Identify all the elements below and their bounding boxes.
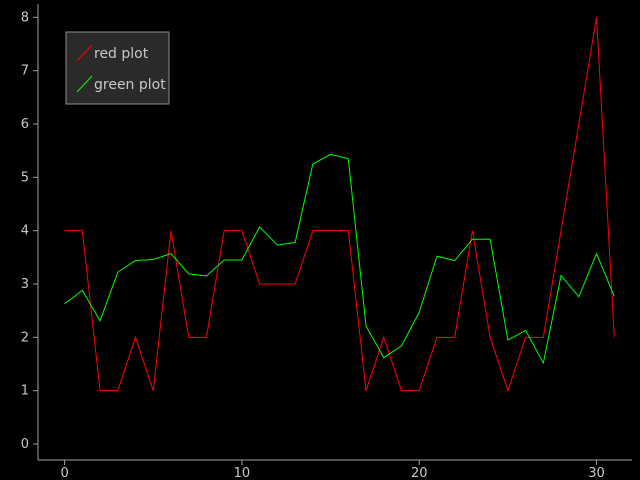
series-line-red-plot bbox=[64, 17, 615, 393]
y-tick-label: 6 bbox=[21, 117, 29, 132]
x-tick-label: 30 bbox=[588, 466, 605, 480]
x-tick-label: 10 bbox=[234, 466, 251, 480]
series-line-green-plot bbox=[64, 153, 615, 365]
plot-area bbox=[64, 17, 615, 393]
y-tick-label: 3 bbox=[21, 277, 29, 292]
y-tick-label: 1 bbox=[21, 384, 29, 399]
y-tick-label: 4 bbox=[21, 224, 29, 239]
x-tick-label: 0 bbox=[60, 466, 68, 480]
y-tick-label: 5 bbox=[21, 170, 29, 185]
legend[interactable]: red plot green plot bbox=[65, 31, 170, 105]
y-tick-label: 7 bbox=[21, 64, 29, 79]
y-tick-label: 0 bbox=[21, 437, 29, 452]
axes: 0 1 2 3 4 5 6 7 8 0 10 20 30 bbox=[21, 4, 632, 480]
x-tick-label: 20 bbox=[411, 466, 428, 480]
legend-box bbox=[65, 31, 170, 105]
legend-swatch bbox=[76, 44, 93, 62]
legend-label: red plot bbox=[94, 46, 149, 62]
y-tick-label: 8 bbox=[21, 10, 29, 25]
legend-swatch bbox=[76, 75, 93, 93]
legend-label: green plot bbox=[94, 77, 166, 93]
y-tick-label: 2 bbox=[21, 330, 29, 345]
